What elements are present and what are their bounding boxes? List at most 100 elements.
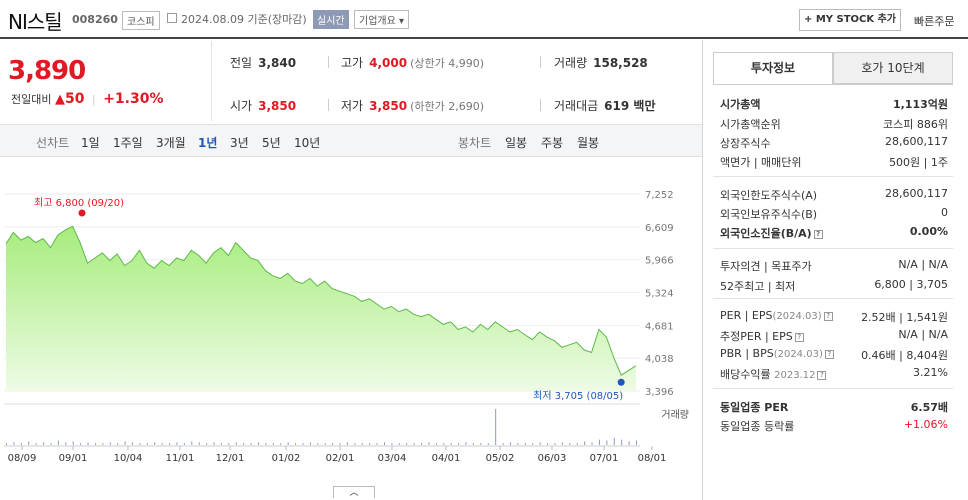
dividend-value: 3.21% bbox=[913, 366, 948, 379]
volume-bar bbox=[428, 442, 430, 445]
volume-bar bbox=[510, 442, 511, 445]
volume-bar bbox=[398, 443, 400, 445]
volume-bar bbox=[435, 443, 437, 445]
volume-bar bbox=[339, 443, 341, 445]
period-1d[interactable]: 1일 bbox=[81, 136, 100, 150]
per-label: PER | EPS bbox=[720, 309, 773, 322]
volume-bar bbox=[613, 437, 615, 445]
volume-bar bbox=[636, 440, 637, 445]
candle-weekly[interactable]: 주봉 bbox=[541, 136, 564, 150]
candle-monthly[interactable]: 월봉 bbox=[577, 136, 600, 150]
header-divider bbox=[0, 37, 968, 39]
period-1w[interactable]: 1주일 bbox=[113, 136, 143, 150]
market-badge: 코스피 bbox=[122, 11, 160, 30]
opinion-value: N/A | N/A bbox=[898, 258, 948, 271]
help-icon[interactable]: ? bbox=[824, 349, 834, 359]
volume-bar bbox=[324, 443, 326, 445]
high-point-marker bbox=[78, 209, 86, 217]
volume-label: 거래량 bbox=[554, 56, 588, 70]
volume-bar bbox=[576, 443, 578, 445]
period-1y[interactable]: 1년 bbox=[198, 136, 218, 150]
help-icon[interactable]: ? bbox=[794, 332, 804, 342]
volume-bar bbox=[584, 441, 586, 445]
per-value: 2.52배 | 1,541원 bbox=[861, 311, 948, 324]
volume-bar bbox=[6, 443, 7, 445]
volume-bar bbox=[598, 439, 600, 445]
help-icon[interactable]: ? bbox=[817, 370, 827, 380]
low-label: 저가 bbox=[341, 99, 364, 113]
volume-bar bbox=[43, 442, 45, 445]
per-label-wrap: PER | EPS(2024.03)? bbox=[720, 309, 833, 322]
my-stock-add-button[interactable]: + MY STOCK 추가 bbox=[799, 9, 901, 31]
volume-bar bbox=[176, 442, 178, 445]
help-icon[interactable]: ? bbox=[813, 229, 823, 239]
period-5y[interactable]: 5년 bbox=[262, 136, 281, 150]
y-tick-label: 6,609 bbox=[645, 223, 674, 234]
volume-bar bbox=[117, 443, 119, 445]
volume-bar bbox=[561, 442, 563, 445]
period-3m[interactable]: 3개월 bbox=[156, 136, 186, 150]
line-chart-label: 선차트 bbox=[36, 136, 70, 150]
market-cap-label: 시가총액 bbox=[720, 98, 761, 111]
open-label: 시가 bbox=[230, 99, 253, 113]
price-chart[interactable]: 7,252 6,609 5,966 5,324 4,681 4,038 3,396 최고 6… bbox=[0, 160, 702, 500]
volume-bar bbox=[354, 443, 356, 445]
volume-bar bbox=[465, 442, 467, 445]
cap-rank-label: 시가총액순위 bbox=[720, 118, 781, 131]
change-value: 50 bbox=[64, 91, 85, 107]
quick-order-link[interactable]: 빠른주문 bbox=[914, 15, 955, 28]
collapse-chevron-up-icon[interactable]: ︿ bbox=[333, 486, 375, 498]
period-10y[interactable]: 10년 bbox=[294, 136, 321, 150]
info-tabs: 투자정보 호가 10단계 bbox=[713, 52, 953, 84]
volume-bar bbox=[376, 443, 378, 445]
x-tick-label: 03/04 bbox=[378, 453, 407, 464]
x-tick-label: 08/01 bbox=[638, 453, 667, 464]
volume-bar bbox=[50, 443, 52, 445]
high-value: 4,000 bbox=[369, 56, 408, 70]
volume-bar bbox=[57, 440, 59, 445]
company-info-dropdown[interactable]: 기업개요 ▾ bbox=[354, 10, 409, 29]
volume-bar bbox=[309, 442, 311, 445]
y-tick-label: 4,681 bbox=[645, 321, 674, 332]
week52-value: 6,800 | 3,705 bbox=[874, 278, 948, 291]
realtime-button[interactable]: 실시간 bbox=[313, 10, 349, 29]
volume-bar bbox=[384, 442, 385, 445]
volume-bar bbox=[517, 443, 519, 445]
volume-bar bbox=[250, 443, 252, 445]
volume-bar bbox=[65, 442, 67, 445]
open-price: 시가 3,850 bbox=[230, 97, 296, 114]
volume-bar bbox=[413, 443, 415, 445]
volume-bar bbox=[502, 443, 504, 445]
dividend-label: 배당수익률 bbox=[720, 368, 771, 381]
volume-bar bbox=[569, 443, 571, 445]
low-value: 3,850 bbox=[369, 99, 408, 113]
x-tick-label: 10/04 bbox=[114, 453, 143, 464]
prev-close: 전일 3,840 bbox=[230, 54, 296, 71]
volume-bar bbox=[443, 443, 445, 445]
up-arrow-icon: ▲ bbox=[54, 92, 65, 107]
volume-bar bbox=[72, 441, 74, 445]
sector-change-label: 동일업종 등락률 bbox=[720, 420, 795, 433]
tab-investment-info[interactable]: 투자정보 bbox=[713, 52, 833, 84]
candle-daily[interactable]: 일봉 bbox=[505, 136, 528, 150]
trade-amount: 거래대금 619 백만 bbox=[554, 97, 655, 114]
price-line bbox=[5, 225, 637, 376]
divider bbox=[713, 176, 953, 177]
tab-order-book[interactable]: 호가 10단계 bbox=[833, 52, 953, 84]
help-icon[interactable]: ? bbox=[823, 311, 833, 321]
foreign-limit-label: 외국인한도주식수(A) bbox=[720, 189, 818, 202]
separator bbox=[328, 56, 329, 68]
x-tick-label: 07/01 bbox=[590, 453, 619, 464]
volume-bar bbox=[102, 443, 104, 445]
volume-bar bbox=[146, 443, 148, 445]
stock-header: NI스틸 008260 코스피 2024.08.09 기준(장마감) 실시간 기… bbox=[0, 0, 968, 38]
lower-limit: (하한가 2,690) bbox=[410, 100, 484, 113]
volume-bar bbox=[13, 442, 15, 445]
volume-bar bbox=[235, 442, 237, 445]
volume-bar bbox=[132, 442, 133, 445]
low-label: 최저 3,705 (08/05) bbox=[533, 390, 623, 402]
volume-bar bbox=[206, 443, 208, 445]
volume-bar bbox=[458, 443, 460, 445]
week52-label: 52주최고 | 최저 bbox=[720, 280, 796, 293]
period-3y[interactable]: 3년 bbox=[230, 136, 249, 150]
